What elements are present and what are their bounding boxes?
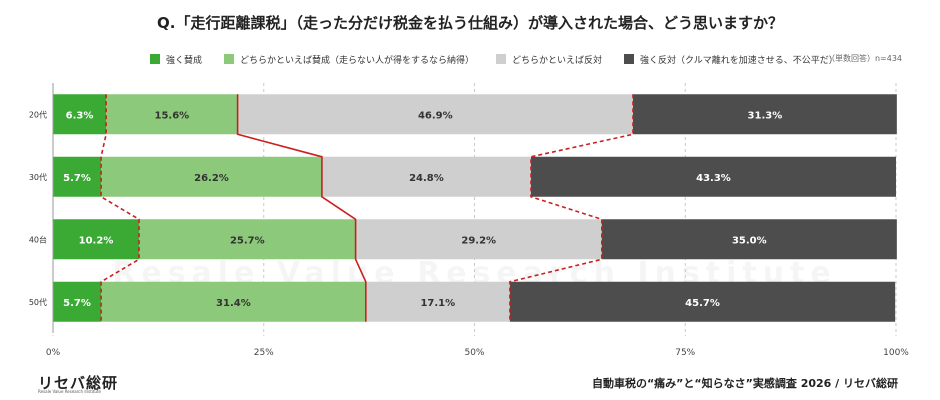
bar-segment [321,156,531,197]
bars [53,94,897,322]
source-credit: 自動車税の“痛み”と“知らなさ”実感調査 2026 / リセバ総研 [591,377,898,390]
legend-label-strongly-oppose: 強く反対（クルマ離れを加速させる、不公平だ） [640,55,838,66]
data-label: 5.7% [63,173,91,184]
connector-line [509,94,634,322]
bar-segment [53,281,102,322]
axes: 0% 25% 50% 75% 100% 20代 30代 40台 50代 [29,83,909,358]
data-label: 29.2% [461,235,496,246]
bar-segment [53,219,139,260]
bar-segment [53,94,107,135]
data-label: 6.3% [66,110,94,121]
bar-segment [138,219,356,260]
legend-item-somewhat-agree: どちらかといえば賛成（走らない人が得をするなら納得） [224,53,474,66]
data-label: 26.2% [194,173,229,184]
bar-segment [101,281,366,322]
legend-item-strongly-agree: 強く賛成 [150,53,202,66]
x-tick-label: 75% [675,348,695,358]
legend-swatch-strongly-oppose [624,54,635,64]
bar-segment [101,156,322,197]
bar-segment [106,94,238,135]
data-label: 46.9% [418,110,453,121]
data-labels: 6.3% 5.7% 10.2% 5.7% 15.6% 26.2% 25.7% 31.4% 46.… [63,110,782,309]
data-label: 35.0% [732,235,767,246]
data-label: 45.7% [685,298,720,309]
bar-segment [53,156,102,197]
x-tick-label: 0% [46,348,61,358]
connector-line [100,94,140,322]
legend-swatch-strongly-agree [150,54,160,64]
legend-label-somewhat-oppose: どちらかといえば反対 [512,55,603,66]
data-label: 5.7% [63,298,91,309]
connector-line [236,94,367,322]
data-label: 25.7% [230,235,265,246]
x-tick-label: 50% [464,348,484,358]
legend-label-strongly-agree: 強く賛成 [166,55,203,66]
brand-logo: リセバ総研 Resale Value Research Institute [38,372,117,394]
bar-segment [601,219,897,260]
data-label: 15.6% [155,110,190,121]
category-label: 40台 [29,234,47,244]
bar-segment [237,94,633,135]
bar-segment [355,219,602,260]
chart-title: Q.「走行距離課税」（走った分だけ税金を払う仕組み）が導入された場合、どう思いま… [157,14,783,32]
legend-item-somewhat-oppose: どちらかといえば反対 [496,53,602,66]
bar-segment [509,281,896,322]
connector-lines [100,94,634,322]
bar-segment [530,156,896,197]
bar-segment [365,281,510,322]
data-label: 31.3% [748,110,783,121]
data-label: 24.8% [409,173,444,184]
x-tick-label: 25% [254,348,274,358]
brand-logo-text: リセバ総研 [38,374,119,392]
category-label: 20代 [29,109,47,119]
data-label: 43.3% [696,173,731,184]
sample-note: （単数回答）n=434 [826,54,902,63]
legend: 強く賛成 どちらかといえば賛成（走らない人が得をするなら納得） どちらかといえば… [150,52,860,66]
x-tick-label: 100% [883,348,909,358]
data-label: 17.1% [420,298,455,309]
data-label: 10.2% [79,235,114,246]
category-label: 30代 [29,172,47,182]
legend-item-strongly-oppose: 強く反対（クルマ離れを加速させる、不公平だ） [624,53,838,66]
bar-segment [632,94,897,135]
category-label: 50代 [29,297,47,307]
brand-logo-subtext: Resale Value Research Institute [38,389,101,394]
legend-swatch-somewhat-oppose [496,54,507,64]
legend-label-somewhat-agree: どちらかといえば賛成（走らない人が得をするなら納得） [240,55,475,66]
data-label: 31.4% [216,298,251,309]
legend-swatch-somewhat-agree [224,54,235,64]
